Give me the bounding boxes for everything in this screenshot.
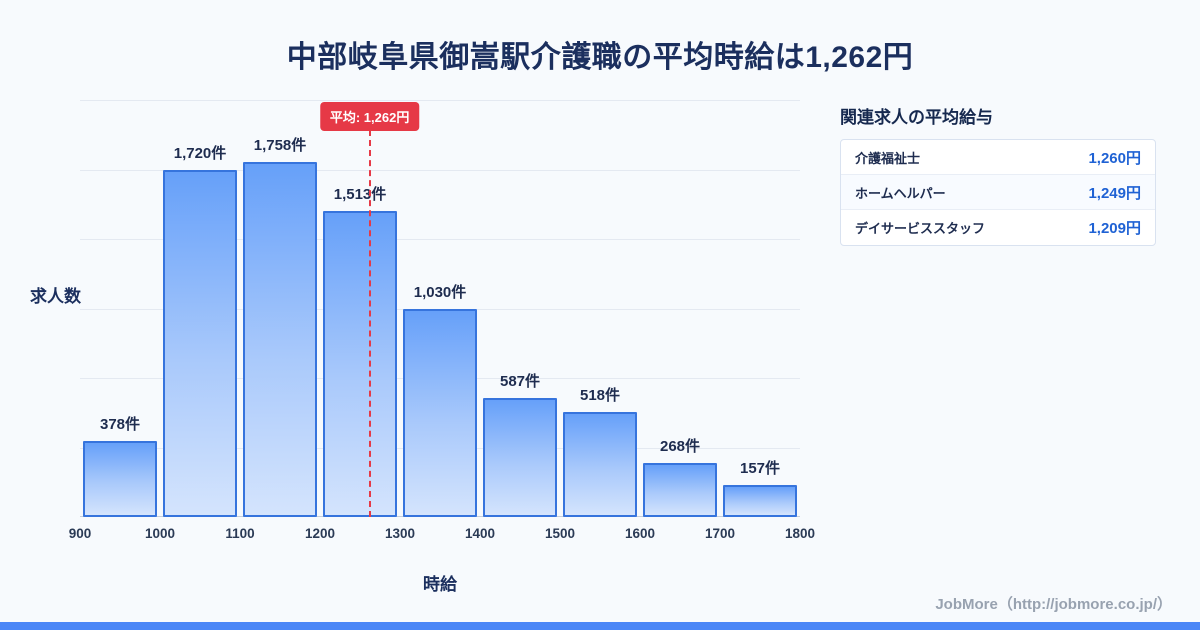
related-salary-card: 介護福祉士 1,260円 ホームヘルパー 1,249円 デイサービススタッフ 1…	[840, 139, 1156, 246]
x-axis-label: 時給	[423, 575, 457, 594]
histogram-bar	[243, 162, 317, 517]
plot-area: 平均: 1,262円 378件 1,720件 1,758件 1,513件 1,030件 5…	[69, 100, 815, 541]
related-row: 介護福祉士 1,260円	[841, 140, 1155, 175]
job-title: ホームヘルパー	[855, 185, 946, 201]
histogram-bar	[163, 170, 237, 517]
bar-value-label: 1,758件	[253, 137, 307, 154]
bar-value-label: 378件	[99, 416, 141, 433]
y-axis-label: 求人数	[30, 287, 81, 306]
job-title: デイサービススタッフ	[855, 221, 986, 236]
bar-value-label: 587件	[499, 373, 541, 390]
histogram-bar	[323, 211, 397, 517]
mean-line	[368, 130, 371, 517]
gridline	[80, 239, 800, 240]
histogram-bar	[643, 463, 717, 517]
histogram-bar	[483, 398, 557, 517]
bar-value-label: 1,030件	[413, 284, 467, 301]
x-axis-tick: 1700	[704, 526, 736, 541]
x-axis-tick: 1300	[384, 526, 416, 541]
gridline	[80, 100, 800, 101]
bar-value-label: 518件	[579, 387, 621, 404]
x-axis-tick: 1400	[464, 526, 496, 541]
related-row: デイサービススタッフ 1,209円	[841, 210, 1155, 245]
job-salary: 1,249円	[1088, 184, 1141, 202]
bar-value-label: 1,720件	[173, 145, 227, 162]
footer-strip	[0, 622, 1200, 630]
histogram-bar	[563, 412, 637, 517]
credit-text: JobMore（http://jobmore.co.jp/）	[935, 596, 1172, 613]
bar-value-label: 157件	[739, 460, 781, 477]
page-title: 中部岐阜県御嵩駅介護職の平均時給は1,262円	[286, 41, 914, 74]
histogram-bar	[403, 309, 477, 517]
x-axis-tick: 1500	[544, 526, 576, 541]
gridline	[80, 170, 800, 171]
mean-badge: 平均: 1,262円	[319, 102, 420, 131]
x-axis-tick: 1800	[784, 526, 816, 541]
job-title: 介護福祉士	[855, 150, 921, 166]
job-salary: 1,209円	[1088, 220, 1141, 237]
x-axis-tick: 1600	[624, 526, 656, 541]
histogram-bar	[723, 485, 797, 517]
related-row: ホームヘルパー 1,249円	[841, 175, 1155, 210]
x-axis-tick: 1200	[304, 526, 336, 541]
x-axis-tick: 1100	[225, 526, 255, 541]
bar-value-label: 268件	[659, 438, 701, 455]
bar-value-label: 1,513件	[333, 186, 387, 203]
related-heading: 関連求人の平均給与	[840, 108, 993, 127]
histogram-bar	[83, 441, 157, 517]
job-salary: 1,260円	[1088, 149, 1141, 167]
x-axis-tick: 900	[68, 526, 92, 541]
x-axis-tick: 1000	[144, 526, 176, 541]
